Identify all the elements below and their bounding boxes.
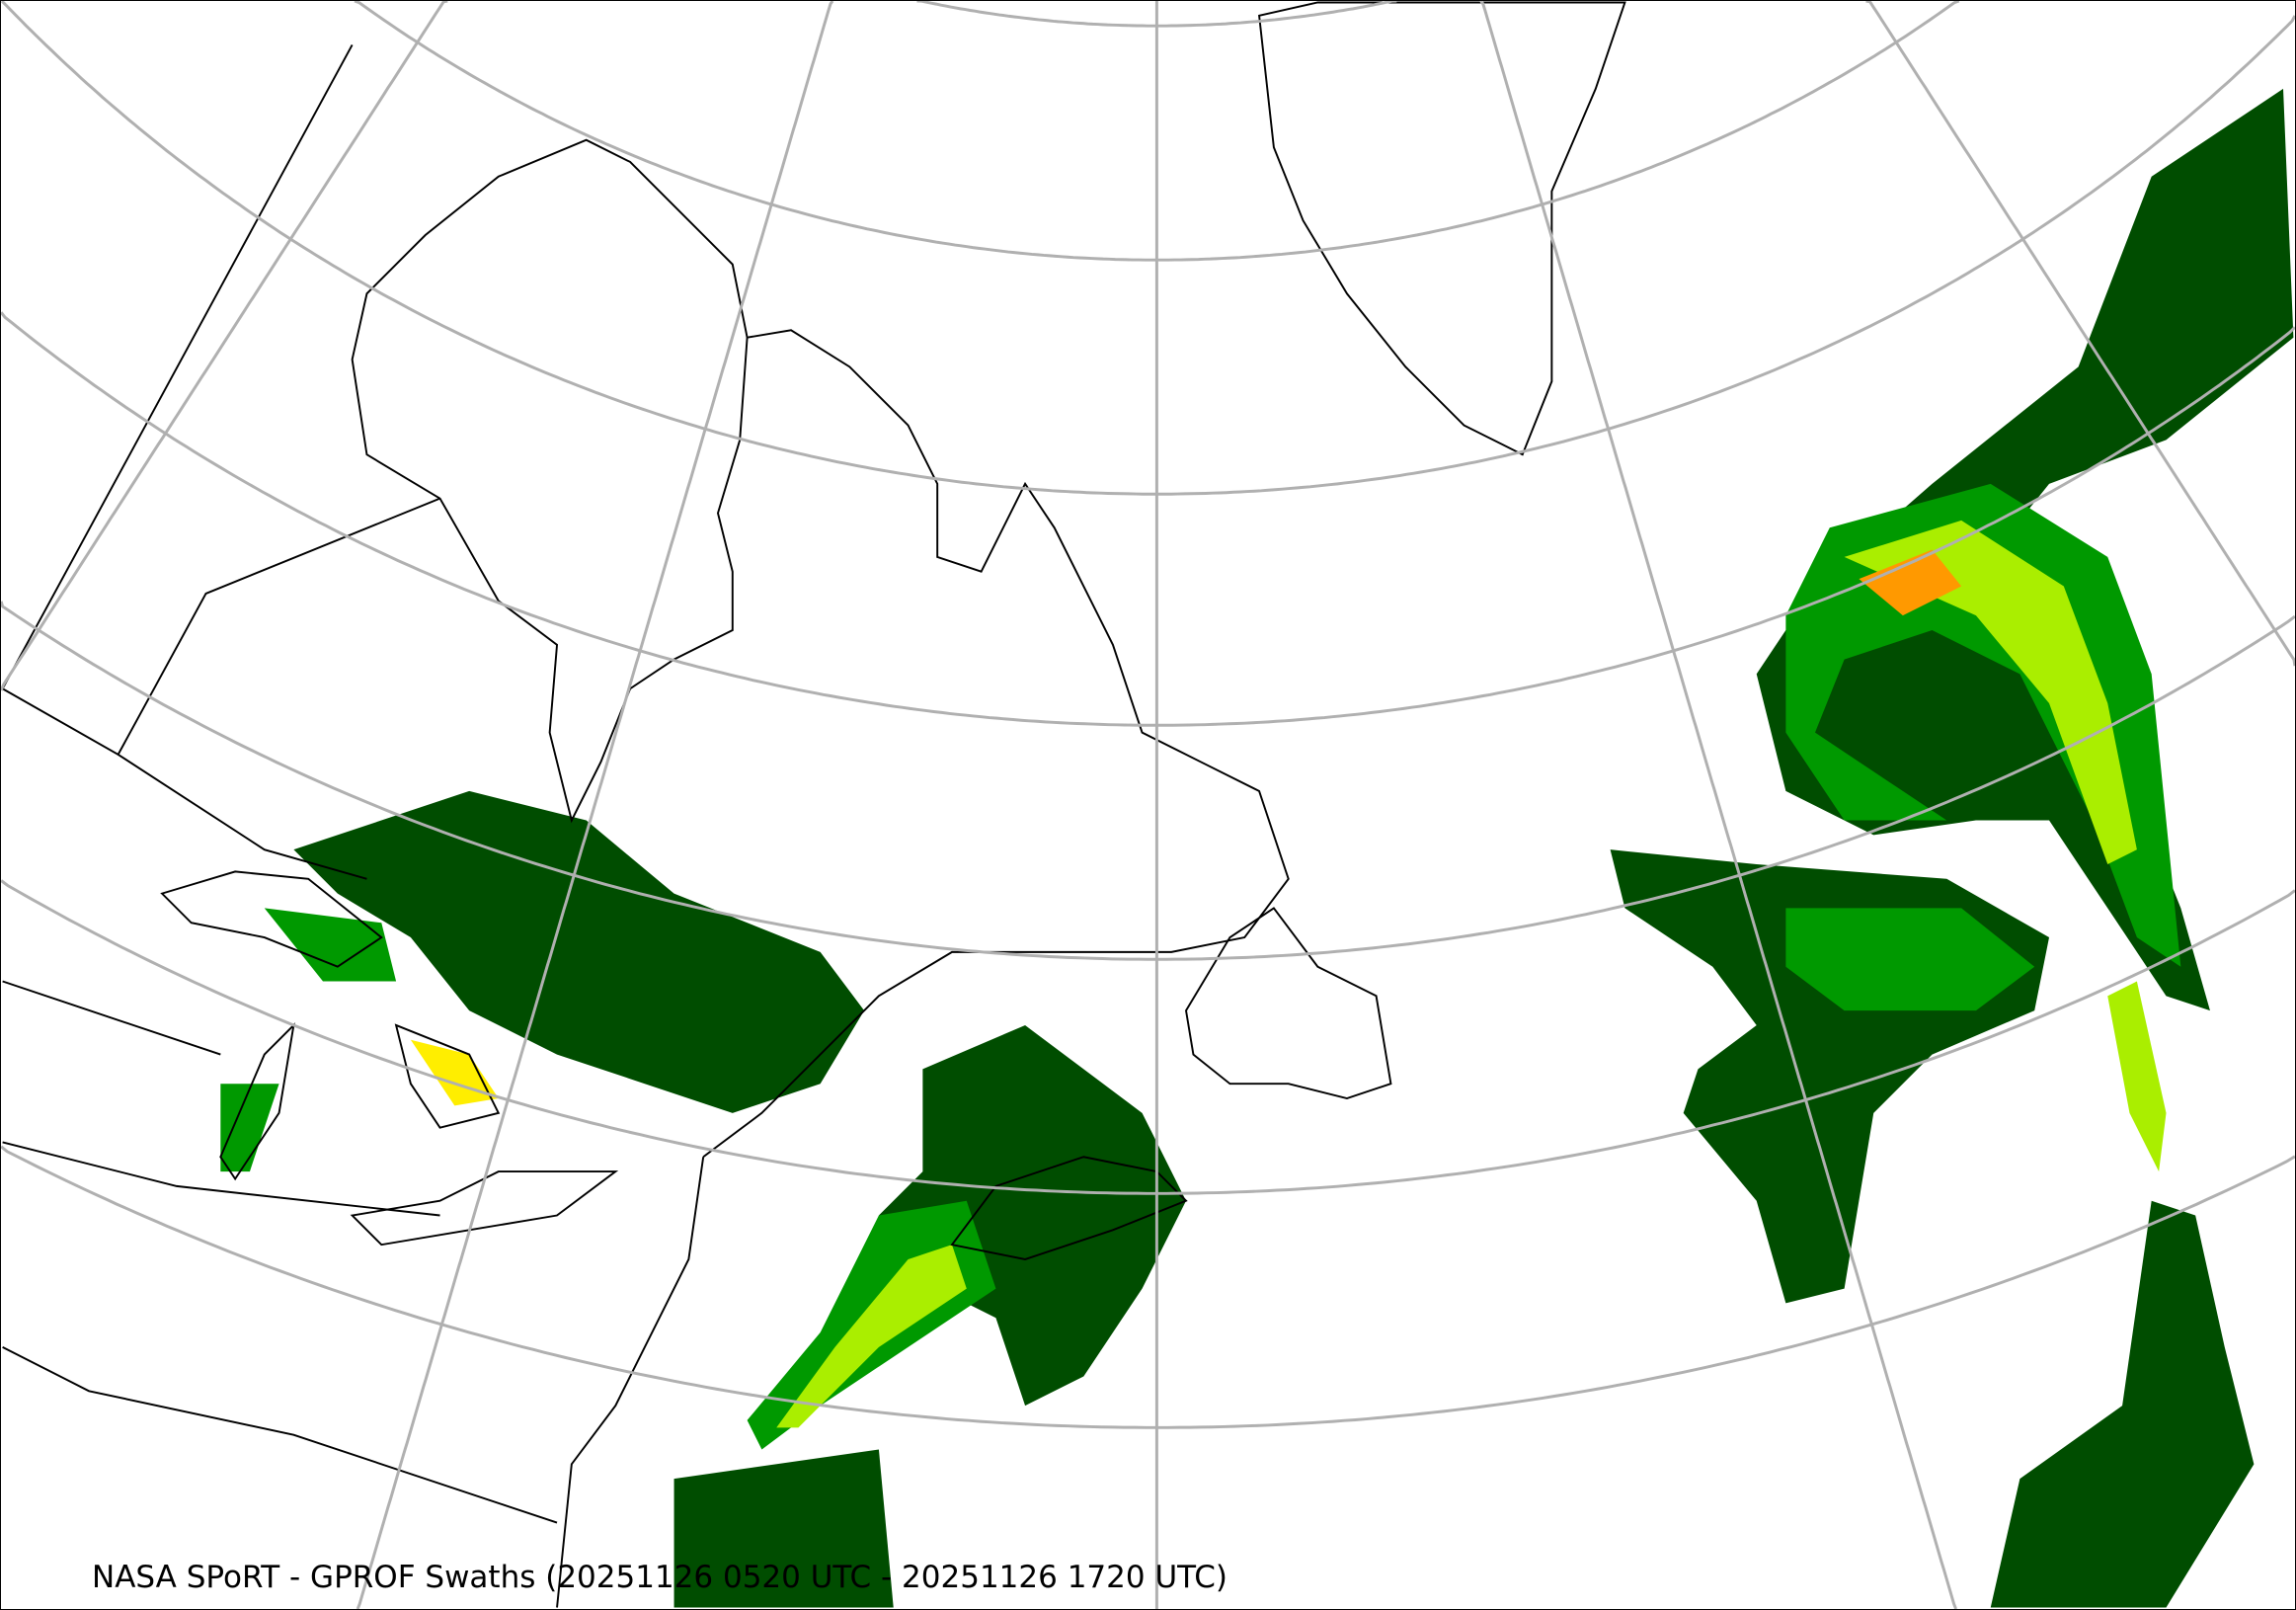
- precipitation-swath: [776, 1245, 967, 1428]
- nova-scotia: [950, 1156, 1188, 1260]
- precipitation-swath: [1785, 908, 2035, 1011]
- lake-michigan: [219, 1022, 295, 1181]
- precipitation-swath: [2107, 981, 2167, 1172]
- precipitation-swath: [1785, 483, 2181, 967]
- longitude-line: [356, 1, 834, 1609]
- labrador-quebec-coast: [702, 329, 1290, 1159]
- latitude-line: [1, 879, 2295, 1195]
- hudson-bay-coast: [351, 138, 749, 824]
- precipitation-swath: [1756, 88, 2294, 1011]
- latitude-line: [1, 601, 2295, 961]
- us-east-coast: [556, 1157, 705, 1608]
- precipitation-swath: [1859, 549, 1962, 616]
- precipitation-swath: [264, 908, 397, 982]
- latitude-line: [1, 1145, 2295, 1429]
- greenland: [1258, 1, 1626, 456]
- precipitation-swath: [673, 1449, 894, 1608]
- lake-huron: [394, 1023, 501, 1129]
- coastlines-and-borders: [1, 1, 1626, 1608]
- lake-superior: [160, 870, 383, 968]
- longitude-line: [1865, 1, 2295, 667]
- latitude-line: [1, 311, 2295, 727]
- longitude-line: [1479, 1, 1958, 1609]
- border-lines: [1, 43, 558, 1524]
- lake-erie-ontario: [350, 1170, 619, 1247]
- latitude-line: [1, 1, 2295, 496]
- precipitation-swath: [220, 1084, 279, 1172]
- precipitation-swath: [293, 790, 865, 1113]
- precipitation-swaths: [220, 88, 2294, 1608]
- longitude-line: [1, 1, 448, 691]
- precipitation-swath: [1844, 520, 2137, 864]
- map-caption: NASA SPoRT - GPROF Swaths (20251126 0520…: [92, 1560, 1227, 1595]
- precipitation-swath: [1990, 1200, 2255, 1608]
- newfoundland: [1185, 907, 1392, 1100]
- precipitation-swath: [878, 1024, 1187, 1407]
